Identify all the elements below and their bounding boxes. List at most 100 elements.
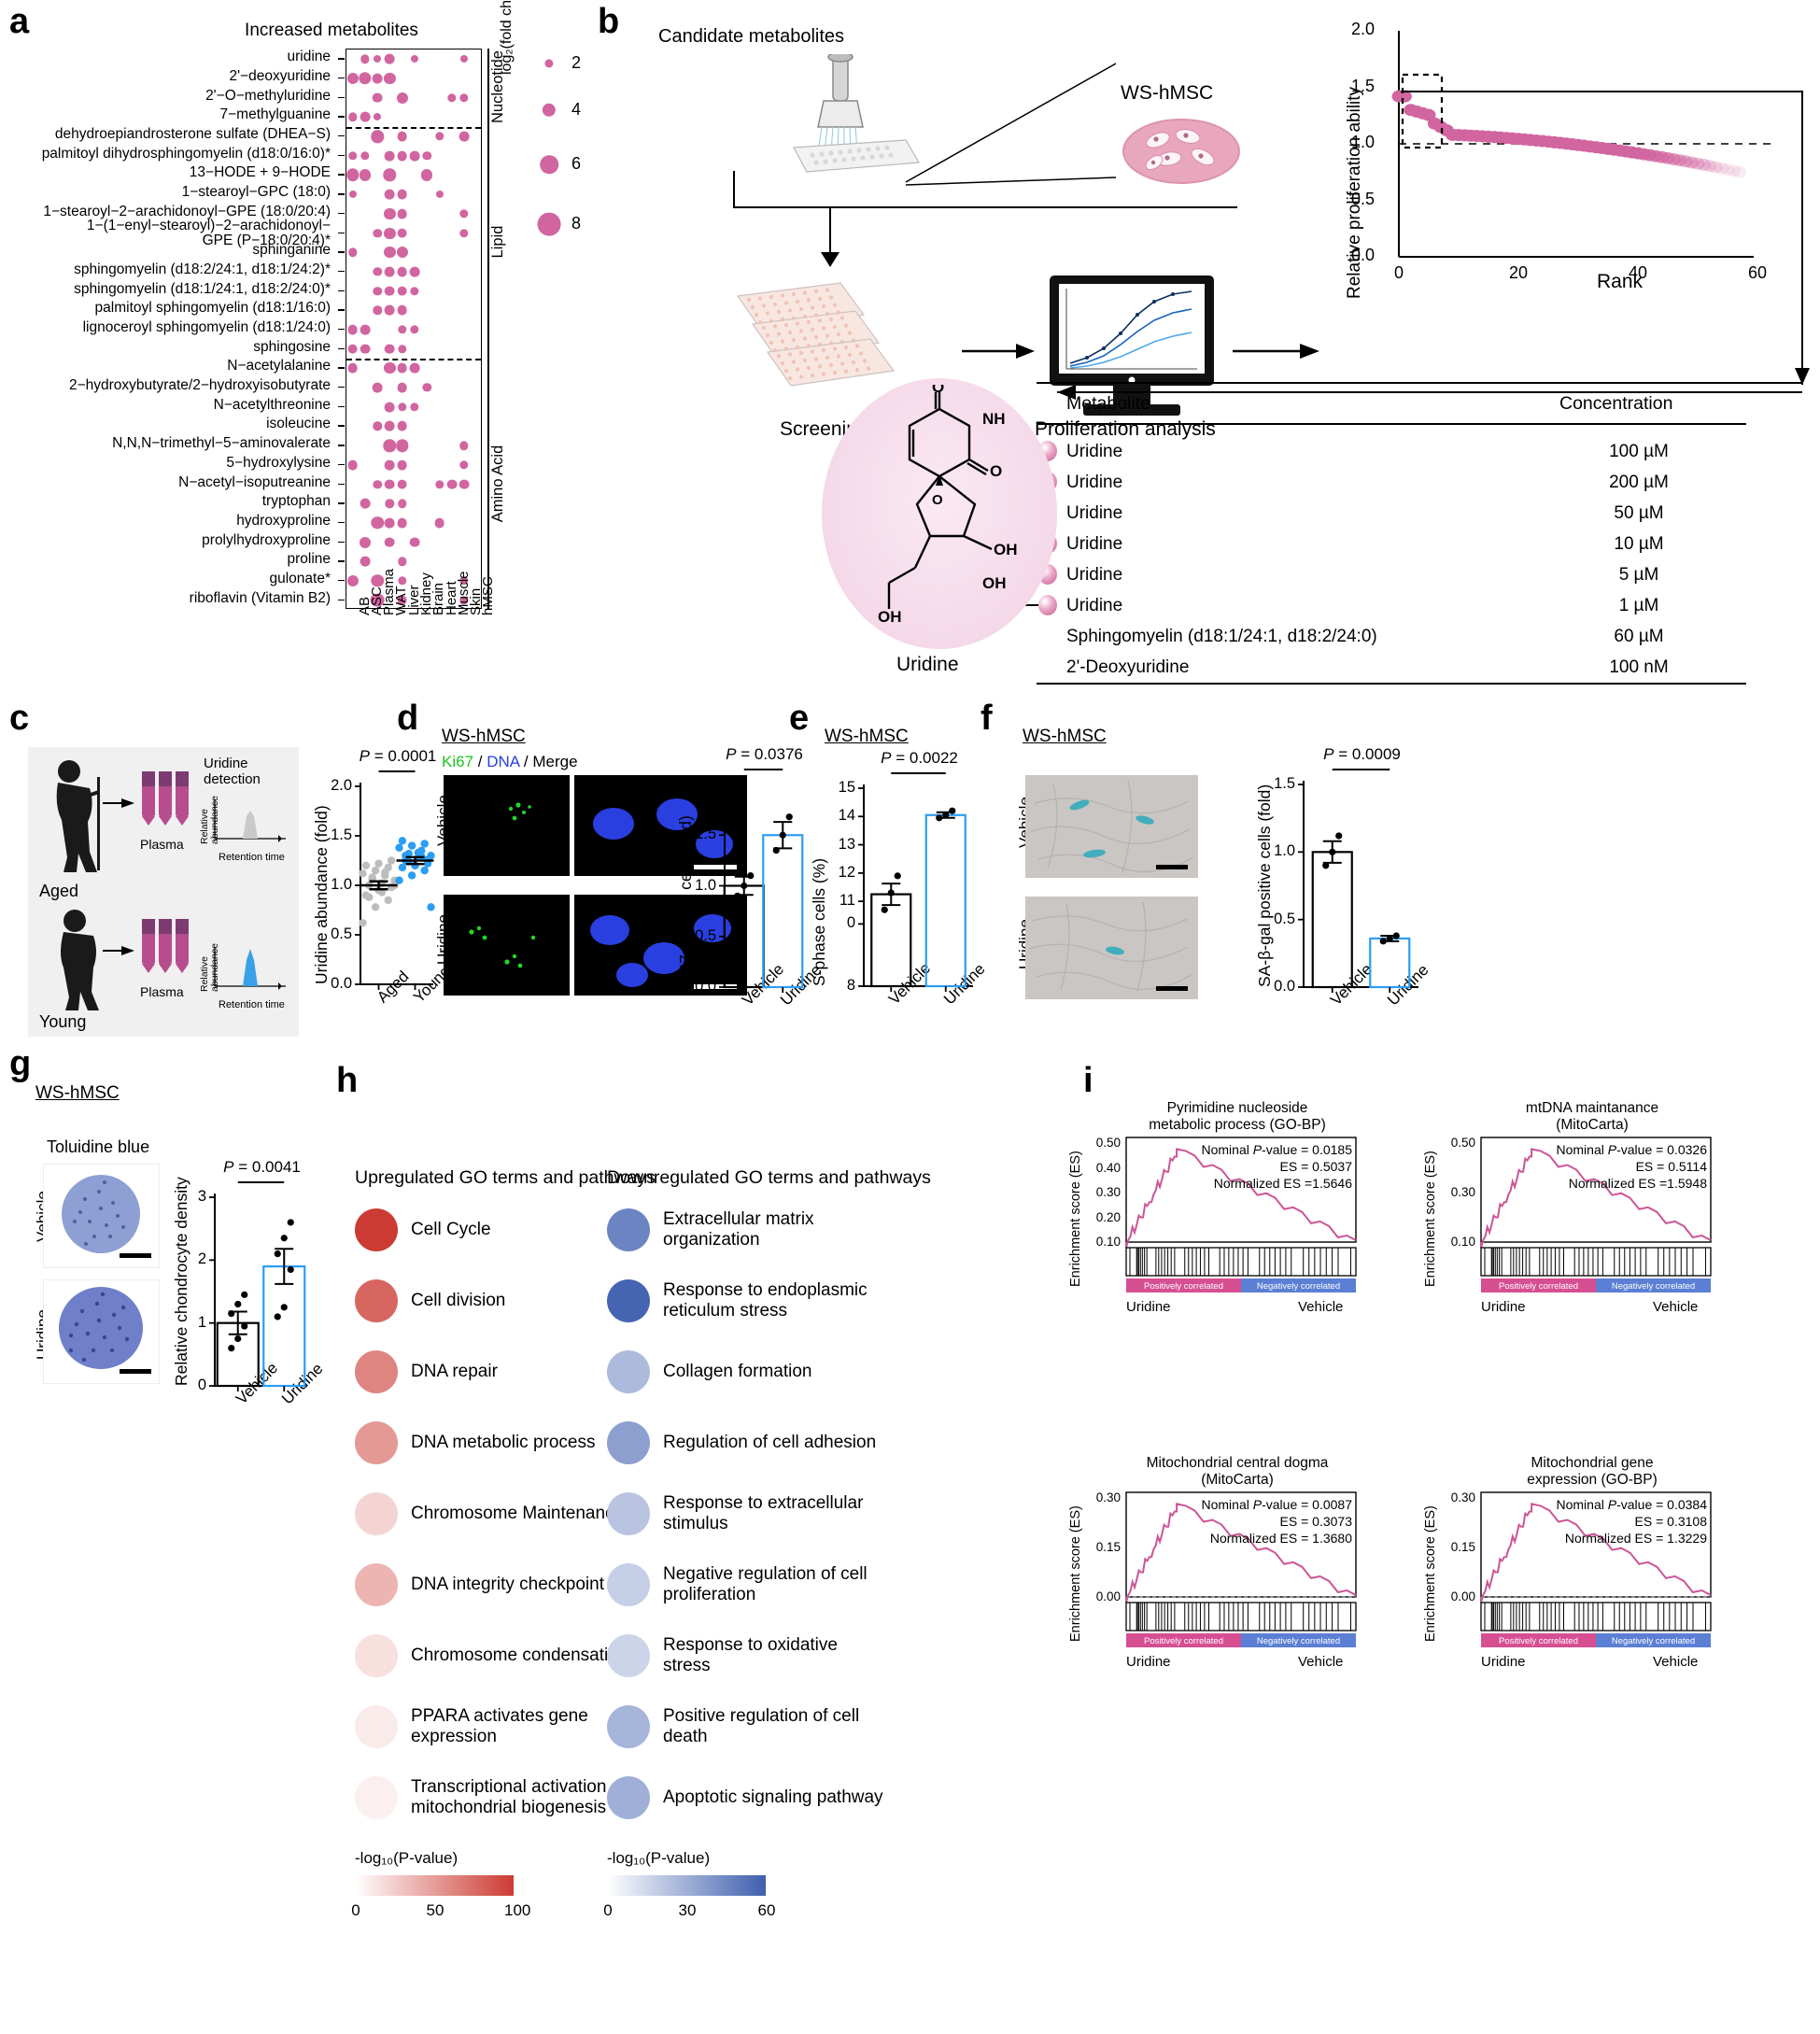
chart-datapoint	[228, 1309, 235, 1318]
gsea-negative-label: Negatively correlated	[1257, 1636, 1340, 1646]
dotplot-dot	[372, 382, 383, 393]
panel-i: i Pyrimidine nucleoside metabolic proces…	[952, 1044, 1820, 2034]
dotplot-dot	[360, 54, 370, 64]
go-term-item[interactable]: Regulation of cell adhesion	[607, 1421, 887, 1464]
chart-ytick-label: 1.0	[695, 876, 716, 894]
dotplot-category-bracket	[487, 358, 489, 609]
panel-letter-g: g	[9, 1044, 32, 1083]
chart-datapoint	[894, 872, 901, 880]
gsea-ytick: 0.30	[1095, 1185, 1121, 1199]
chart-axes	[1303, 781, 1418, 988]
table-cell-metabolite: Uridine	[1066, 473, 1123, 492]
dotplot-dot	[385, 304, 395, 316]
gsea-xlabel-right: Vehicle	[1653, 1299, 1699, 1315]
chart-datapoint	[384, 896, 392, 905]
dotplot-dot	[360, 151, 370, 161]
gsea-positive-label: Positively correlated	[1144, 1281, 1223, 1292]
chart-ytick-label: 0.5	[1274, 910, 1295, 927]
go-term-item[interactable]: Cell Cycle	[355, 1208, 635, 1251]
go-term-item[interactable]: DNA metabolic process	[355, 1421, 635, 1464]
pipette-icon	[793, 54, 920, 173]
panel-f-subtitle: WS-hMSC	[1023, 727, 1107, 746]
dotplot-dot	[371, 516, 384, 530]
dotplot-row-tick	[338, 154, 345, 157]
dotplot-row-tick	[338, 521, 345, 524]
go-term-item[interactable]: PPARA activates gene expression	[355, 1705, 635, 1748]
go-term-item[interactable]: Response to oxidative stress	[607, 1634, 887, 1677]
dotplot-dot	[373, 421, 382, 431]
dotplot-dot	[360, 112, 371, 122]
down-colorbar-title: -log₁₀(P-value)	[607, 1849, 711, 1867]
chart-datapoint	[274, 1250, 281, 1258]
dotplot-dot	[385, 286, 395, 296]
go-term-item[interactable]: Extracellular matrix organization	[607, 1208, 887, 1251]
up-colorbar	[355, 1875, 514, 1896]
go-term-item[interactable]: Collagen formation	[607, 1350, 887, 1393]
dotplot-row-label: lignoceroyl sphingomyelin (d18:1/24:0)	[82, 319, 331, 335]
dotplot-dot	[372, 73, 383, 84]
dotplot-dot	[409, 363, 420, 374]
colorbar-tick: 0	[351, 1901, 360, 1919]
dotplot-category-label: Lipid	[489, 225, 506, 259]
go-term-dot	[607, 1350, 650, 1393]
go-term-item[interactable]: Apoptotic signaling pathway	[607, 1776, 887, 1819]
chart-datapoint	[747, 872, 755, 880]
svg-text:O: O	[932, 385, 944, 396]
gsea-negative-band	[1596, 1278, 1711, 1292]
dotplot-dot	[385, 402, 395, 413]
go-term-item[interactable]: Negative regulation of cell proliferatio…	[607, 1563, 887, 1606]
gsea-xlabel-left: Uridine	[1126, 1654, 1171, 1670]
gsea-ytick: 0.50	[1095, 1136, 1121, 1150]
gsea-statistics: Nominal P-value = 0.0384 ES = 0.3108 Norma…	[1556, 1497, 1708, 1547]
uridine-caption: Uridine	[896, 654, 959, 675]
dotplot-dot	[346, 168, 360, 182]
chart-svg	[209, 1181, 307, 1391]
go-term-item[interactable]: Chromosome Maintenance	[355, 1492, 635, 1535]
scatter-ytick: 0.5	[1350, 190, 1375, 208]
go-term-item[interactable]: DNA integrity checkpoint	[355, 1563, 635, 1606]
flow-bracket-vertical	[733, 171, 736, 208]
colorbar-tick: 30	[678, 1901, 697, 1919]
go-term-label: Chromosome condensation	[411, 1646, 628, 1666]
cell-dish-icon	[1122, 119, 1240, 184]
go-term-label: PPARA activates gene expression	[411, 1706, 588, 1746]
uridine-molecule-structure: O NH O O OH OH OH	[878, 385, 1018, 626]
dotplot-dot	[422, 383, 431, 392]
dotplot-dot	[370, 593, 385, 608]
table-cell-concentration: 100 nM	[1609, 657, 1669, 677]
go-term-item[interactable]: Cell division	[355, 1279, 635, 1322]
go-term-item[interactable]: Response to endoplasmic reticulum stress	[607, 1279, 887, 1322]
table-top-rule	[1037, 382, 1802, 384]
dotplot-row-label: N−acetylalanine	[227, 358, 331, 374]
dotplot-dot	[371, 574, 384, 587]
chart-datapoint	[374, 859, 383, 868]
panel-c-chart: 0.0 0.5 1.0 1.5 2.0 P = 0.0001 Aged Young Uridin…	[312, 747, 454, 1035]
dotplot-dot	[384, 72, 396, 85]
gsea-ytick: 0.00	[1095, 1589, 1121, 1603]
panel-letter-a: a	[9, 2, 30, 41]
dotplot-dot	[397, 150, 408, 162]
chart-datapoint	[1322, 862, 1330, 869]
go-term-item[interactable]: DNA repair	[355, 1350, 635, 1393]
go-term-item[interactable]: Transcriptional activation of mitochondr…	[355, 1776, 635, 1819]
go-term-item[interactable]: Chromosome condensation	[355, 1634, 635, 1677]
table-bottom-rule	[1037, 683, 1746, 685]
chart-ytick-label: 1	[197, 1313, 206, 1331]
dotplot-row-tick	[338, 174, 345, 176]
scatter-plot-svg	[1391, 31, 1772, 258]
go-term-dot	[607, 1563, 650, 1606]
dotplot-dot	[385, 189, 395, 200]
dotplot-row-tick	[338, 347, 345, 350]
micrograph-sabgal-vehicle	[1025, 775, 1198, 878]
panel-letter-i: i	[1083, 1061, 1093, 1100]
dotplot-row-label: tryptophan	[261, 493, 331, 510]
table-cell-metabolite: Uridine	[1066, 534, 1123, 554]
downregulated-title: Downregulated GO terms and pathways	[607, 1167, 931, 1188]
go-term-item[interactable]: Positive regulation of cell death	[607, 1705, 887, 1748]
panel-a: a Increased metabolites uridine 2'−deoxyu…	[0, 0, 616, 691]
gsea-positive-label: Positively correlated	[1499, 1281, 1578, 1292]
go-term-item[interactable]: Response to extracellular stimulus	[607, 1492, 887, 1535]
chart-ytick-label: 15	[838, 779, 855, 796]
dotplot-dot	[346, 574, 359, 586]
gsea-svg: Positively correlated Negatively correlat…	[1480, 1491, 1712, 1647]
